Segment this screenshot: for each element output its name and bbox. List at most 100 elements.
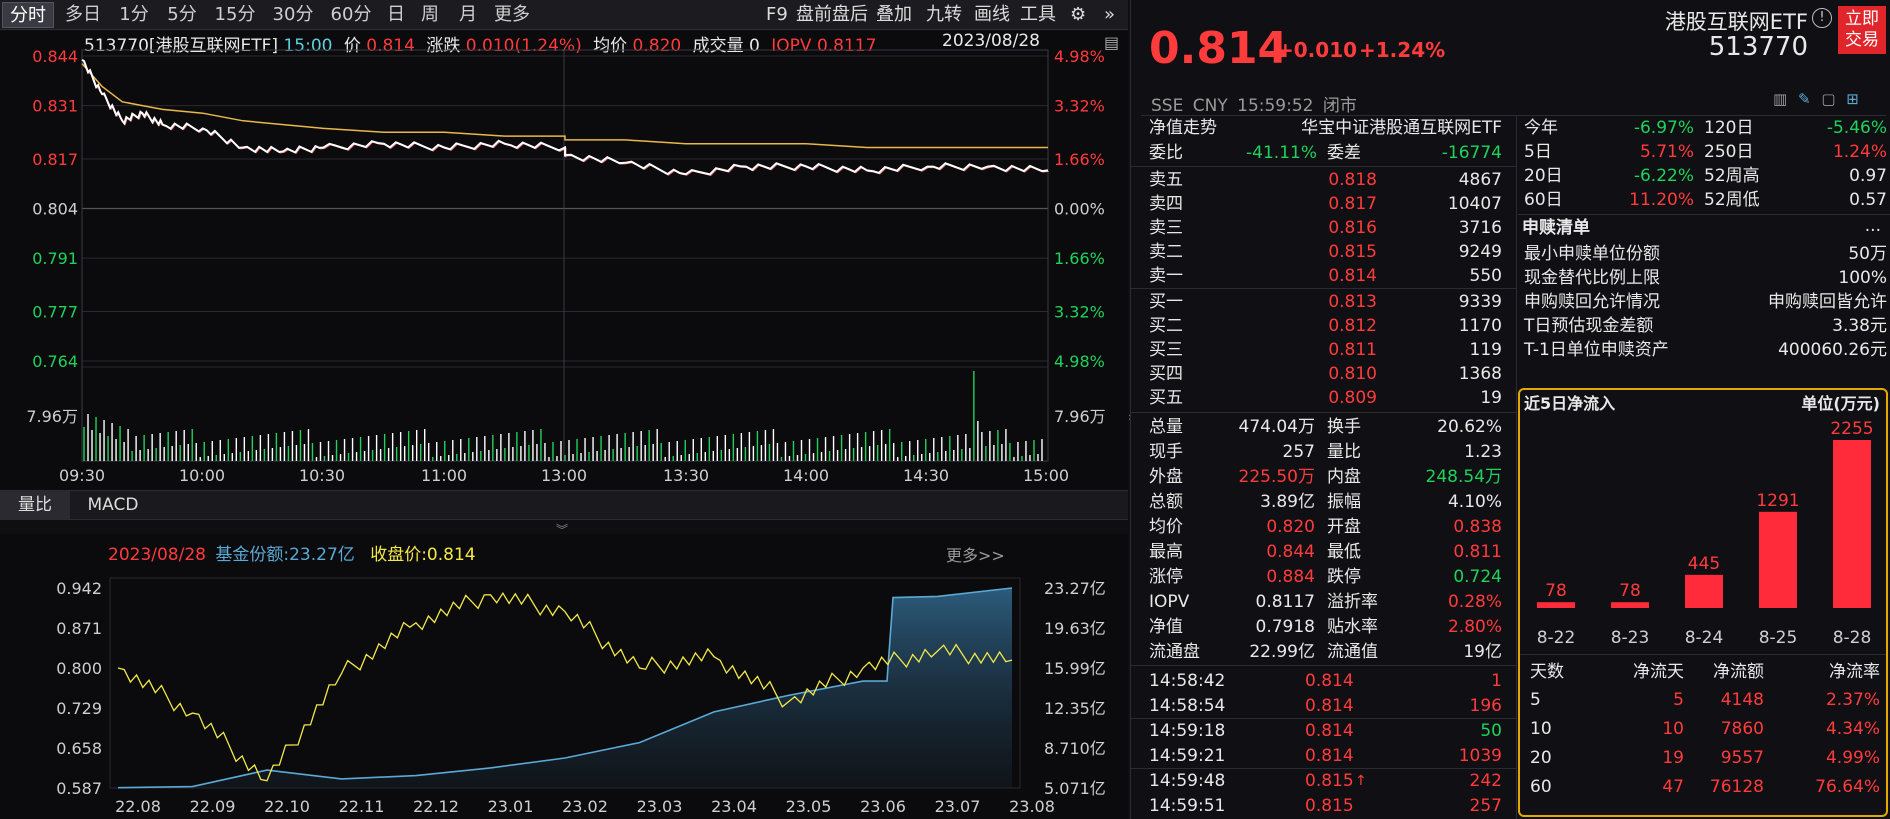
fund-left-tick: 0.658 bbox=[56, 739, 102, 758]
bid-level-price[interactable]: 0.811 bbox=[1328, 340, 1377, 360]
bid-level-volume: 119 bbox=[1469, 340, 1502, 360]
change-value: 0.010(1.24%) bbox=[465, 36, 582, 56]
period-tab-timeshare[interactable]: 分时 bbox=[2, 2, 54, 28]
net-inflow-bar bbox=[1833, 440, 1871, 608]
net-inflow-date: 8-28 bbox=[1833, 628, 1872, 648]
time-axis-tick: 13:00 bbox=[541, 466, 587, 485]
bid-level-price[interactable]: 0.809 bbox=[1328, 388, 1377, 408]
inflow-table-header: 净流率 bbox=[1829, 662, 1880, 682]
fund-more-link[interactable]: 更多>> bbox=[946, 546, 1005, 565]
time-axis-tick: 14:30 bbox=[903, 466, 949, 485]
add-icon[interactable]: ⊞ bbox=[1846, 90, 1859, 108]
period-tab-1min[interactable]: 1分 bbox=[119, 4, 149, 25]
period-tab-multiday[interactable]: 多日 bbox=[65, 4, 101, 25]
stat-label: 流通盘 bbox=[1149, 642, 1200, 662]
perf-label: 52周低 bbox=[1704, 190, 1760, 210]
inflow-flow-days: 47 bbox=[1662, 777, 1684, 797]
inflow-days: 10 bbox=[1530, 719, 1552, 739]
subscription-label: 最小申赎单位份额 bbox=[1524, 244, 1660, 264]
net-inflow-date: 8-23 bbox=[1611, 628, 1650, 648]
stat-label: 外盘 bbox=[1149, 467, 1183, 487]
net-inflow-date: 8-24 bbox=[1685, 628, 1724, 648]
period-tab-15min[interactable]: 15分 bbox=[214, 4, 256, 25]
tick-price: 0.815 bbox=[1305, 796, 1354, 816]
currency-code: CNY bbox=[1192, 96, 1228, 116]
period-tab-more[interactable]: 更多 bbox=[494, 4, 530, 25]
tick-volume: 196 bbox=[1469, 696, 1502, 716]
inflow-table-header: 天数 bbox=[1530, 662, 1564, 682]
fund-right-tick: 5.071亿 bbox=[1044, 779, 1106, 798]
settings-gear-icon[interactable]: ⚙ bbox=[1070, 4, 1087, 25]
security-code-name: 513770[港股互联网ETF] bbox=[84, 36, 279, 56]
ask-level-price[interactable]: 0.816 bbox=[1328, 218, 1377, 238]
trade-button-line1: 立即 bbox=[1845, 9, 1879, 29]
nine-turn-button[interactable]: 九转 bbox=[926, 4, 962, 25]
inflow-amount: 4148 bbox=[1720, 690, 1764, 710]
price-axis-tick: 0.831 bbox=[32, 97, 78, 116]
perf-label: 60日 bbox=[1524, 190, 1563, 210]
period-tab-month[interactable]: 月 bbox=[459, 4, 477, 25]
ask-level-price[interactable]: 0.817 bbox=[1328, 194, 1377, 214]
tools-button[interactable]: 工具 bbox=[1020, 4, 1056, 25]
net-inflow-bar-value: 2255 bbox=[1830, 419, 1873, 439]
info-icon[interactable]: ! bbox=[1812, 8, 1832, 28]
bid-level-price[interactable]: 0.812 bbox=[1328, 316, 1377, 336]
net-inflow-date: 8-22 bbox=[1537, 628, 1576, 648]
tick-time: 14:59:48 bbox=[1149, 771, 1226, 791]
fund-right-tick: 15.99亿 bbox=[1044, 659, 1106, 678]
period-tab-5min[interactable]: 5分 bbox=[167, 4, 197, 25]
net-inflow-unit: 单位(万元) bbox=[1801, 394, 1880, 413]
layout-toggle-icon[interactable]: ▤ bbox=[1104, 33, 1120, 52]
stat-label: 净值 bbox=[1149, 617, 1183, 637]
period-tab-30min[interactable]: 30分 bbox=[272, 4, 314, 25]
edit-icon[interactable]: ✎ bbox=[1797, 90, 1811, 108]
bid-level-price[interactable]: 0.810 bbox=[1328, 364, 1377, 384]
period-tab-60min[interactable]: 60分 bbox=[330, 4, 372, 25]
ask-level-price[interactable]: 0.814 bbox=[1328, 266, 1377, 286]
premarket-button[interactable]: 盘前盘后 bbox=[796, 4, 868, 25]
stat-value: 0.820 bbox=[1266, 517, 1315, 537]
fund-info-column: 今年 -6.97% 120日 -5.46% 5日 5.71% 250日 1.24% 20日 -6.… bbox=[1518, 116, 1890, 819]
ask-level-label: 卖二 bbox=[1149, 242, 1183, 262]
inflow-flow-days: 5 bbox=[1673, 690, 1684, 710]
ask-level-volume: 10407 bbox=[1447, 194, 1502, 214]
stat-value: 225.50万 bbox=[1238, 467, 1315, 487]
fund-shares-chart[interactable]: 2023/08/28 基金份额:23.27亿 收盘价:0.814 更多>> 0.… bbox=[0, 534, 1128, 819]
ask-level-label: 卖一 bbox=[1149, 266, 1183, 286]
perf-label: 5日 bbox=[1524, 142, 1552, 162]
net-inflow-bar bbox=[1685, 574, 1723, 608]
volume-axis-tick-right: 7.96万 bbox=[1054, 407, 1106, 426]
intraday-chart[interactable]: 513770[港股互联网ETF] 15:00 价 0.814 涨跌 0.010(… bbox=[0, 31, 1128, 489]
fund-x-tick: 22.10 bbox=[264, 797, 310, 816]
perf-label: 20日 bbox=[1524, 166, 1563, 186]
price-axis-tick: 0.764 bbox=[32, 352, 78, 371]
subscription-value: 100% bbox=[1838, 268, 1887, 288]
overlay-button[interactable]: 叠加 bbox=[876, 4, 912, 25]
nav-trend-link[interactable]: 净值走势 bbox=[1149, 118, 1217, 138]
window-icon[interactable]: ▢ bbox=[1821, 90, 1836, 108]
subscription-value: 400060.26元 bbox=[1778, 340, 1887, 360]
chart-mode-icon[interactable]: ▥ bbox=[1773, 90, 1788, 108]
stat-value: 257 bbox=[1282, 442, 1315, 462]
price-axis-tick: 0.777 bbox=[32, 302, 78, 321]
tab-volume-ratio[interactable]: 量比 bbox=[0, 491, 70, 519]
period-tab-day[interactable]: 日 bbox=[387, 4, 405, 25]
period-tab-week[interactable]: 周 bbox=[421, 4, 439, 25]
trade-now-button[interactable]: 立即 交易 bbox=[1838, 6, 1886, 54]
tab-macd[interactable]: MACD bbox=[87, 495, 139, 515]
expand-chevron-icon[interactable]: ︾ bbox=[556, 523, 569, 537]
fund-x-tick: 23.01 bbox=[488, 797, 534, 816]
weicha-value: -16774 bbox=[1441, 143, 1502, 163]
stat-value: 0.724 bbox=[1453, 567, 1502, 587]
net-inflow-bar-value: 445 bbox=[1688, 554, 1720, 574]
inflow-flow-days: 19 bbox=[1662, 748, 1684, 768]
ask-level-price[interactable]: 0.815 bbox=[1328, 242, 1377, 262]
subscription-more-icon[interactable]: ... bbox=[1864, 216, 1881, 236]
fund-left-tick: 0.587 bbox=[56, 779, 102, 798]
collapse-right-icon[interactable]: » bbox=[1104, 4, 1116, 25]
bid-level-price[interactable]: 0.813 bbox=[1328, 292, 1377, 312]
f9-button[interactable]: F9 bbox=[766, 4, 788, 25]
draw-line-button[interactable]: 画线 bbox=[974, 4, 1010, 25]
tick-time: 14:59:21 bbox=[1149, 746, 1226, 766]
ask-level-price[interactable]: 0.818 bbox=[1328, 170, 1377, 190]
